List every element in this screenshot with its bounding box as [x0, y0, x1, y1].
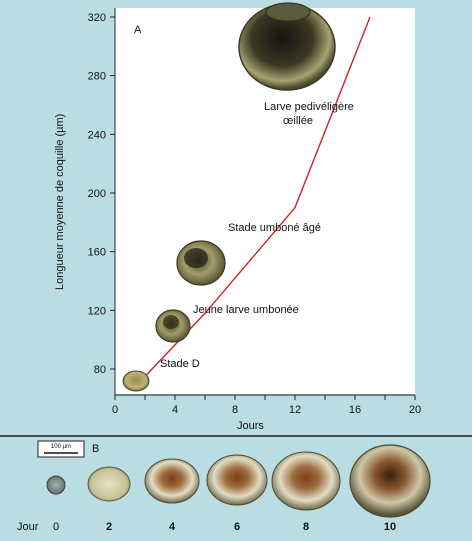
panel-a-label: A	[134, 24, 142, 36]
larva-day-2-photo	[87, 466, 131, 502]
larva-day-8-photo	[271, 451, 341, 511]
scale-bar-label: 100 µm	[51, 444, 71, 450]
day-label: Jour	[17, 521, 39, 533]
y-tick-label: 200	[88, 188, 106, 200]
series-growth-curve	[144, 16, 371, 377]
axes: 80 120 160 200 240 280 320 0 4 8 12 16 20	[88, 8, 421, 416]
annotation-umbone-age: Stade umboné âgé	[228, 222, 321, 234]
y-tick-label: 80	[94, 364, 106, 376]
larva-stade-d-photo	[122, 370, 150, 392]
larva-jeune-umbonee-photo	[155, 309, 191, 343]
larva-day-4-photo	[144, 458, 200, 504]
growth-curve-line	[144, 16, 371, 377]
y-axis-label: Longueur moyenne de coquille (µm)	[54, 114, 66, 290]
x-axis-label: Jours	[237, 420, 264, 432]
day-number: 6	[234, 521, 240, 533]
annotations: Stade D Jeune larve umbonée Stade umboné…	[160, 101, 357, 370]
y-tick-label: 320	[88, 12, 106, 24]
day-number: 8	[303, 521, 309, 533]
x-tick-label: 4	[172, 404, 178, 416]
day-numbers: 0 2 4 6 8 10	[53, 521, 396, 533]
annotation-pedivéligère: Larve pedivéligère œillée	[264, 101, 357, 127]
day-number: 2	[106, 521, 112, 533]
y-tick-label: 160	[88, 247, 106, 259]
larva-umbone-age-photo	[176, 240, 226, 286]
x-tick-label: 16	[349, 404, 361, 416]
day-number: 0	[53, 521, 59, 533]
larva-day-6-photo	[206, 454, 268, 506]
panel-b-label: B	[92, 443, 99, 455]
day-number: 4	[169, 521, 176, 533]
larva-day-10-photo	[349, 444, 431, 518]
y-tick-label: 240	[88, 129, 106, 141]
x-tick-label: 8	[232, 404, 238, 416]
day-number: 10	[384, 521, 396, 533]
larva-pedivéligère-photo	[238, 2, 336, 91]
annotation-stade-d: Stade D	[160, 358, 200, 370]
y-tick-label: 280	[88, 71, 106, 83]
x-tick-label: 20	[409, 404, 421, 416]
annotation-jeune-larve: Jeune larve umbonée	[193, 304, 299, 316]
y-tick-label: 120	[88, 305, 106, 317]
x-tick-label: 0	[112, 404, 118, 416]
larva-day-0-photo	[46, 475, 66, 495]
x-tick-label: 12	[289, 404, 301, 416]
